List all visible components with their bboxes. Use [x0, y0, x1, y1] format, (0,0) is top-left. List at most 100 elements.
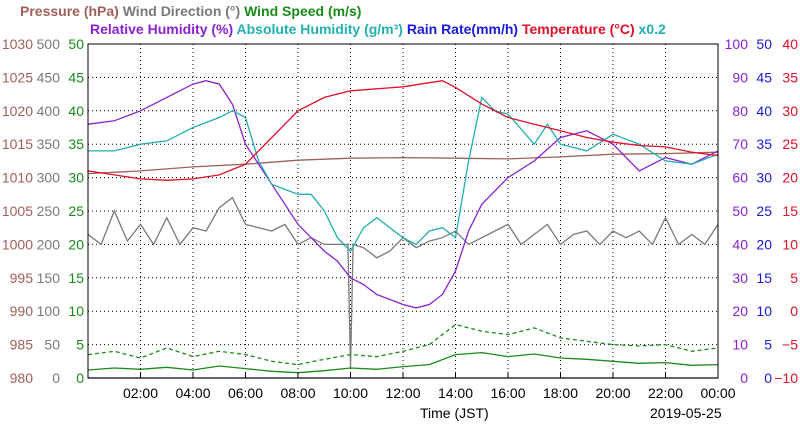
title-part: Temperature (°C): [518, 21, 635, 37]
title-line-2: Relative Humidity (%) Absolute Humidity …: [90, 21, 666, 37]
y-tick-label: 1000: [2, 236, 33, 252]
y-tick-label: 1020: [2, 103, 33, 119]
y-tick-label: 990: [10, 303, 34, 319]
y-tick-label: 5: [76, 337, 84, 353]
x-tick-label: 18:00: [543, 385, 578, 401]
y-tick-label: 1025: [2, 69, 33, 85]
title-block: Pressure (hPa) Wind Direction (°) Wind S…: [20, 3, 666, 37]
series-layer: [87, 80, 719, 379]
title-part: x0.2: [635, 21, 666, 37]
x-tick-label: 12:00: [385, 385, 420, 401]
y-tick-label: 30: [756, 170, 772, 186]
y-tick-label: 70: [732, 136, 748, 152]
y-tick-label: 90: [732, 69, 748, 85]
y-tick-label: 100: [725, 36, 749, 52]
y-tick-label: 25: [782, 136, 798, 152]
y-tick-label: 0: [76, 370, 84, 386]
y-tick-label: 5: [790, 270, 798, 286]
series-wind-direction: [87, 196, 719, 369]
y-tick-label: 60: [732, 170, 748, 186]
y-tick-label: 45: [68, 69, 84, 85]
y-tick-label: 0: [52, 370, 60, 386]
y-tick-label: 30: [782, 103, 798, 119]
y-tick-label: −10: [774, 370, 798, 386]
y-tick-label: 30: [68, 170, 84, 186]
y-tick-label: 0: [790, 303, 798, 319]
y-tick-label: 40: [756, 103, 772, 119]
y-tick-label: 15: [782, 203, 798, 219]
y-tick-label: 45: [756, 69, 772, 85]
x-axis: 02:00 04:00 06:00 08:00 10:00 12:00 14:00 16:00…: [123, 372, 736, 401]
title-part: Wind Speed (m/s): [240, 3, 361, 19]
y-tick-label: 40: [732, 236, 748, 252]
y-tick-label: 40: [68, 103, 84, 119]
x-tick-label: 00:00: [700, 385, 735, 401]
x-tick-label: 08:00: [280, 385, 315, 401]
y-tick-label: 15: [68, 270, 84, 286]
y-tick-label: 50: [68, 36, 84, 52]
x-tick-label: 06:00: [228, 385, 263, 401]
title-part: Wind Direction (°): [119, 3, 240, 19]
y-tick-label: 985: [10, 337, 34, 353]
y-tick-label: 300: [37, 170, 61, 186]
series-absolute-humidity-g-m-x0-2: [88, 96, 719, 253]
series-temperature-c: [87, 80, 719, 181]
y-tick-label: 350: [37, 136, 61, 152]
y-tick-label: 0: [764, 370, 772, 386]
title-part: Pressure (hPa): [20, 3, 119, 19]
series-relative-humidity: [87, 80, 719, 309]
y-tick-label: 35: [68, 136, 84, 152]
y-tick-label: 100: [37, 303, 61, 319]
y-tick-label: 1010: [2, 170, 33, 186]
title-part: Absolute Humidity (g/m³): [233, 21, 403, 37]
y-tick-label: 450: [37, 69, 61, 85]
plot-frame: [87, 43, 719, 379]
y-tick-label: 35: [782, 69, 798, 85]
y-tick-label: 400: [37, 103, 61, 119]
y-tick-label: 25: [68, 203, 84, 219]
title-part: Rain Rate(mm/h): [403, 21, 518, 37]
x-tick-label: 22:00: [648, 385, 683, 401]
series-wind-speed-m-s-avg: [87, 351, 719, 374]
y-tick-label: 20: [68, 236, 84, 252]
y-tick-label: 20: [782, 170, 798, 186]
y-tick-label: 200: [37, 236, 61, 252]
y-tick-label: 500: [37, 36, 61, 52]
y-tick-label: 35: [756, 136, 772, 152]
y-tick-label: 10: [68, 303, 84, 319]
y-tick-label: 30: [732, 270, 748, 286]
right-axes: 0102030405060708090100051015202530354045…: [725, 36, 799, 386]
y-tick-label: 5: [764, 337, 772, 353]
y-tick-label: 980: [10, 370, 34, 386]
y-tick-label: 10: [732, 337, 748, 353]
y-tick-label: 50: [732, 203, 748, 219]
y-tick-label: 0: [740, 370, 748, 386]
y-tick-label: 250: [37, 203, 61, 219]
y-tick-label: 1005: [2, 203, 33, 219]
y-tick-label: 20: [732, 303, 748, 319]
y-tick-label: −5: [782, 337, 798, 353]
y-tick-label: 25: [756, 203, 772, 219]
y-tick-label: 150: [37, 270, 61, 286]
y-tick-label: 995: [10, 270, 34, 286]
y-tick-label: 50: [44, 337, 60, 353]
series-wind-speed-m-s-gust: [87, 323, 719, 366]
x-tick-label: 20:00: [595, 385, 630, 401]
y-tick-label: 80: [732, 103, 748, 119]
x-tick-label: 14:00: [438, 385, 473, 401]
grid: [88, 44, 718, 378]
y-tick-label: 1030: [2, 36, 33, 52]
x-axis-label: Time (JST): [420, 405, 489, 421]
y-tick-label: 50: [756, 36, 772, 52]
x-tick-label: 16:00: [490, 385, 525, 401]
y-tick-label: 20: [756, 236, 772, 252]
x-tick-label: 02:00: [123, 385, 158, 401]
y-tick-label: 10: [782, 236, 798, 252]
x-tick-label: 10:00: [333, 385, 368, 401]
x-tick-label: 04:00: [175, 385, 210, 401]
title-part: Relative Humidity (%): [90, 21, 233, 37]
series-pressure-hpa: [87, 151, 719, 175]
title-line-1: Pressure (hPa) Wind Direction (°) Wind S…: [20, 3, 361, 19]
y-tick-label: 1015: [2, 136, 33, 152]
